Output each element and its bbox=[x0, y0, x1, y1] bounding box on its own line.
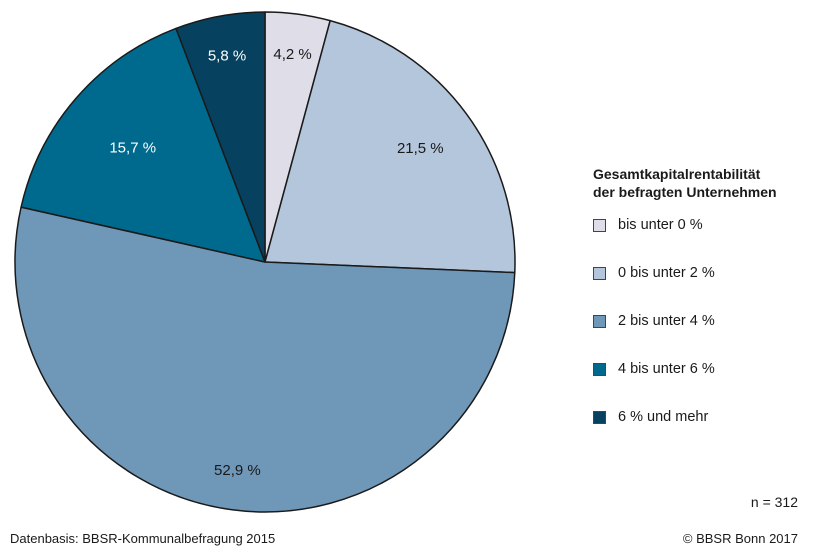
slice-value-label-1: 4,2 % bbox=[273, 46, 311, 63]
legend-swatch-4 bbox=[593, 362, 606, 376]
pie-slice-3 bbox=[14, 206, 516, 513]
legend-swatch-3 bbox=[593, 314, 606, 328]
slice-value-label-2: 21,5 % bbox=[397, 140, 444, 157]
sample-size: n = 312 bbox=[750, 494, 798, 510]
legend-title-line-1: Gesamtkapitalrentabilität bbox=[593, 166, 761, 182]
legend-item-5: 6 % und mehr bbox=[593, 407, 808, 427]
pie-slice-4 bbox=[20, 27, 266, 263]
legend-label-3: 2 bis unter 4 % bbox=[618, 313, 715, 329]
slice-value-label-4: 15,7 % bbox=[109, 139, 156, 156]
copyright: © BBSR Bonn 2017 bbox=[682, 531, 798, 546]
legend-items: bis unter 0 % 0 bis unter 2 % 2 bis unter … bbox=[593, 215, 808, 427]
legend-title: Gesamtkapitalrentabilität der befragten … bbox=[593, 165, 808, 201]
legend: Gesamtkapitalrentabilität der befragten … bbox=[593, 165, 808, 455]
slice-value-label-3: 52,9 % bbox=[214, 462, 261, 479]
legend-label-2: 0 bis unter 2 % bbox=[618, 265, 715, 281]
legend-item-4: 4 bis unter 6 % bbox=[593, 359, 808, 379]
legend-label-1: bis unter 0 % bbox=[618, 217, 703, 233]
legend-label-4: 4 bis unter 6 % bbox=[618, 361, 715, 377]
legend-item-1: bis unter 0 % bbox=[593, 215, 808, 235]
legend-item-3: 2 bis unter 4 % bbox=[593, 311, 808, 331]
legend-swatch-1 bbox=[593, 218, 606, 232]
legend-item-2: 0 bis unter 2 % bbox=[593, 263, 808, 283]
legend-swatch-5 bbox=[593, 410, 606, 424]
legend-label-5: 6 % und mehr bbox=[618, 409, 709, 425]
legend-swatch-2 bbox=[593, 266, 606, 280]
legend-title-line-2: der befragten Unternehmen bbox=[593, 184, 777, 200]
data-source: Datenbasis: BBSR-Kommunalbefragung 2015 bbox=[10, 531, 276, 546]
pie-slice-5 bbox=[175, 11, 266, 263]
slice-value-label-5: 5,8 % bbox=[208, 48, 246, 65]
pie-slice-2 bbox=[264, 19, 516, 274]
